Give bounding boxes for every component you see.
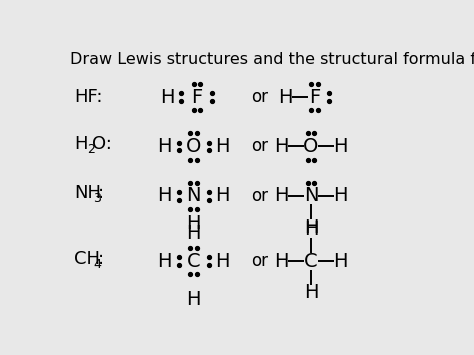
Text: or: or (251, 252, 268, 270)
Text: H: H (157, 186, 171, 205)
Text: HF:: HF: (74, 88, 102, 106)
Text: H: H (160, 88, 175, 107)
Text: or: or (251, 187, 268, 205)
Text: H: H (333, 137, 347, 156)
Text: 3: 3 (93, 192, 101, 205)
Text: H: H (274, 186, 289, 205)
Text: H: H (304, 283, 318, 302)
Text: H: H (216, 252, 230, 271)
Text: H: H (216, 186, 230, 205)
Text: N: N (186, 186, 201, 205)
Text: 4: 4 (93, 257, 101, 271)
Text: Draw Lewis structures and the structural formula for:: Draw Lewis structures and the structural… (70, 52, 474, 67)
Text: H: H (216, 137, 230, 156)
Text: F: F (191, 88, 202, 107)
Text: H: H (274, 252, 289, 271)
Text: H: H (274, 137, 289, 156)
Text: C: C (304, 252, 318, 271)
Text: H: H (304, 220, 318, 239)
Text: H: H (304, 218, 318, 237)
Text: O: O (186, 137, 201, 156)
Text: CH: CH (74, 250, 100, 268)
Text: H: H (157, 137, 171, 156)
Text: O:: O: (91, 135, 111, 153)
Text: NH: NH (74, 185, 101, 202)
Text: H: H (74, 135, 87, 153)
Text: O: O (303, 137, 319, 156)
Text: or: or (251, 88, 268, 106)
Text: H: H (157, 252, 171, 271)
Text: 2: 2 (87, 143, 95, 156)
Text: H: H (186, 224, 201, 244)
Text: H: H (186, 213, 201, 233)
Text: :: : (98, 185, 104, 202)
Text: F: F (309, 88, 320, 107)
Text: :: : (98, 250, 104, 268)
Text: C: C (187, 252, 200, 271)
Text: N: N (304, 186, 318, 205)
Text: H: H (333, 186, 347, 205)
Text: H: H (186, 290, 201, 309)
Text: or: or (251, 137, 268, 155)
Text: H: H (278, 88, 292, 107)
Text: H: H (333, 252, 347, 271)
